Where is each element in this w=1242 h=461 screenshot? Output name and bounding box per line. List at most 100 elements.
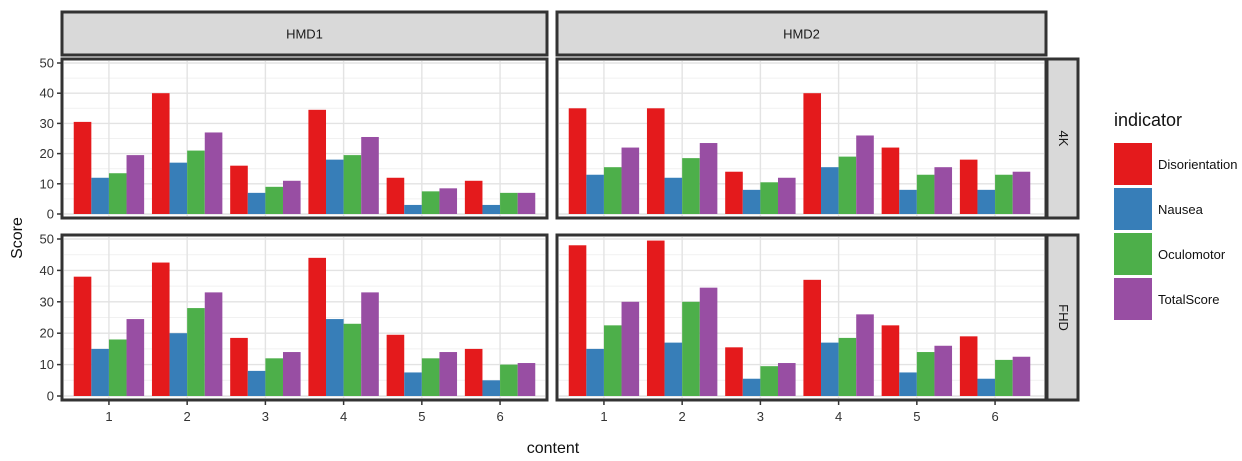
bar-disorientation-content-2 — [151, 93, 170, 214]
bar-totalscore-content-1 — [126, 319, 145, 396]
bar-nausea-content-6 — [977, 189, 996, 214]
bar-oculomotor-content-5 — [916, 352, 935, 396]
facet-strip-fhd — [1045, 233, 1080, 402]
legend-swatch — [1114, 233, 1152, 275]
bar-disorientation-content-5 — [881, 147, 900, 214]
bar-totalscore-content-2 — [699, 143, 718, 214]
legend-swatch — [1114, 188, 1152, 230]
bar-oculomotor-content-6 — [995, 359, 1013, 396]
bar-totalscore-content-2 — [204, 292, 223, 396]
bar-disorientation-content-5 — [881, 325, 900, 396]
bar-oculomotor-content-5 — [421, 358, 440, 396]
y-tick-label: 20 — [40, 146, 54, 161]
bar-nausea-content-2 — [664, 177, 683, 214]
bar-oculomotor-content-2 — [187, 308, 205, 396]
legend-swatch — [1114, 278, 1152, 320]
bar-totalscore-content-3 — [282, 352, 301, 396]
facet-label-4k: 4K — [1056, 131, 1071, 147]
bar-oculomotor-content-4 — [838, 337, 857, 396]
x-tick-label: 4 — [340, 409, 347, 424]
bar-nausea-content-1 — [91, 177, 109, 214]
y-axis-title: Score — [9, 217, 26, 259]
bar-totalscore-content-1 — [621, 301, 640, 396]
bar-oculomotor-content-6 — [995, 174, 1013, 214]
bar-disorientation-content-3 — [725, 171, 743, 214]
legend-label: Disorientation — [1158, 157, 1238, 172]
x-tick-label: 3 — [757, 409, 764, 424]
bar-nausea-content-4 — [821, 167, 839, 214]
bar-disorientation-content-1 — [73, 276, 92, 396]
x-tick-label: 2 — [184, 409, 191, 424]
bar-totalscore-content-6 — [517, 363, 536, 396]
x-tick-label: 2 — [679, 409, 686, 424]
bar-totalscore-content-5 — [934, 345, 953, 396]
bar-nausea-content-3 — [742, 189, 761, 214]
bar-disorientation-content-6 — [959, 159, 978, 214]
bar-nausea-content-5 — [899, 189, 917, 214]
bar-nausea-content-4 — [326, 319, 344, 396]
y-tick-label: 10 — [40, 357, 54, 372]
facet-strip-hmd2 — [555, 10, 1048, 57]
bar-disorientation-content-6 — [464, 180, 483, 214]
y-tick-label: 50 — [40, 56, 54, 71]
bar-oculomotor-content-3 — [265, 358, 283, 396]
bar-disorientation-content-2 — [646, 108, 665, 214]
bar-nausea-content-5 — [404, 204, 422, 214]
legend-swatch — [1114, 143, 1152, 185]
bar-nausea-content-2 — [664, 342, 683, 396]
bar-totalscore-content-1 — [621, 147, 640, 214]
bar-oculomotor-content-3 — [760, 366, 778, 396]
bar-disorientation-content-3 — [230, 337, 248, 396]
bar-nausea-content-2 — [169, 162, 188, 214]
bar-nausea-content-3 — [247, 370, 266, 396]
bar-disorientation-content-2 — [646, 240, 665, 396]
bar-totalscore-content-5 — [934, 167, 953, 214]
bar-disorientation-content-1 — [73, 121, 92, 214]
panel-border — [555, 233, 1048, 402]
bar-oculomotor-content-6 — [500, 364, 518, 396]
x-tick-label: 3 — [262, 409, 269, 424]
y-tick-label: 30 — [40, 294, 54, 309]
bar-disorientation-content-5 — [386, 334, 405, 396]
bar-nausea-content-6 — [482, 380, 501, 396]
bar-totalscore-content-5 — [439, 352, 458, 396]
panel-hmd1-fhd — [60, 233, 549, 402]
bar-disorientation-content-4 — [803, 93, 822, 214]
x-axis-title: content — [527, 440, 580, 457]
bar-nausea-content-3 — [247, 192, 266, 214]
bar-oculomotor-content-2 — [187, 150, 205, 214]
facet-strip-hmd1 — [60, 10, 549, 57]
bar-oculomotor-content-5 — [916, 174, 935, 214]
bar-nausea-content-2 — [169, 333, 188, 396]
bar-totalscore-content-6 — [1012, 356, 1031, 396]
legend: indicator Disorientation Nausea Oculomotor… — [1114, 110, 1238, 320]
legend-item-nausea: Nausea — [1114, 188, 1204, 230]
bar-nausea-content-3 — [742, 378, 761, 396]
bar-totalscore-content-4 — [361, 136, 379, 214]
bar-nausea-content-4 — [821, 342, 839, 396]
bar-disorientation-content-3 — [230, 165, 248, 214]
panel-hmd2-fhd — [555, 233, 1048, 402]
bar-oculomotor-content-3 — [760, 182, 778, 214]
y-tick-label: 40 — [40, 86, 54, 101]
panel-hmd2-4k — [555, 57, 1048, 220]
bar-totalscore-content-2 — [699, 287, 718, 396]
bar-disorientation-content-2 — [151, 262, 170, 396]
bar-oculomotor-content-1 — [603, 167, 622, 214]
x-tick-label: 5 — [913, 409, 920, 424]
bar-totalscore-content-3 — [282, 180, 301, 214]
bar-disorientation-content-3 — [725, 347, 743, 396]
y-tick-label: 20 — [40, 326, 54, 341]
bar-totalscore-content-3 — [777, 177, 796, 214]
bar-nausea-content-1 — [586, 174, 604, 214]
bar-oculomotor-content-3 — [265, 186, 283, 214]
bar-totalscore-content-4 — [856, 135, 874, 214]
y-tick-label: 50 — [40, 232, 54, 247]
y-tick-label: 30 — [40, 116, 54, 131]
y-tick-label: 0 — [47, 207, 54, 222]
bar-nausea-content-5 — [404, 372, 422, 396]
panels-layer: HMD1 HMD2 4K FHD — [60, 10, 1080, 402]
legend-item-disorientation: Disorientation — [1114, 143, 1238, 185]
facet-label-fhd: FHD — [1056, 304, 1071, 331]
